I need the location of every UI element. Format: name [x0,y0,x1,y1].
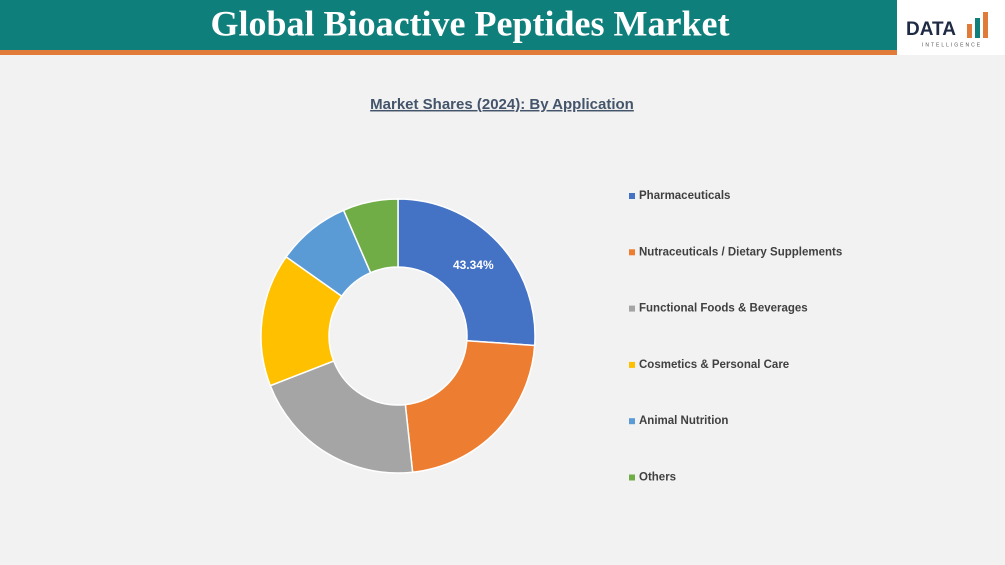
legend-label: Cosmetics & Personal Care [639,359,789,371]
logo-text: DATA [906,19,956,40]
logo-icon [967,24,972,38]
legend-label: Animal Nutrition [639,415,728,427]
logo-icon [983,12,988,38]
logo-subtext: INTELLIGENCE [922,42,982,48]
legend-label: Pharmaceuticals [639,190,730,202]
legend-swatch [629,361,635,368]
legend-swatch [629,305,635,312]
legend-label: Nutraceuticals / Dietary Supplements [639,246,842,258]
header-bar [0,0,897,50]
logo-icon [975,18,980,38]
header-title: Global Bioactive Peptides Market [211,3,730,43]
legend-label: Others [639,472,676,484]
donut-slice [397,198,536,347]
donut-slice [342,198,399,274]
chart-title: Market Shares (2024): By Application [370,96,634,113]
legend-swatch [629,418,635,425]
legend-swatch [629,193,635,199]
donut-slice [269,360,414,474]
header-stripe [0,50,897,55]
legend-swatch [629,249,635,256]
legend-swatch [629,474,635,481]
data-label: 43.34% [453,258,494,272]
legend-label: Functional Foods & Beverages [639,303,808,315]
donut-slice [404,339,536,474]
